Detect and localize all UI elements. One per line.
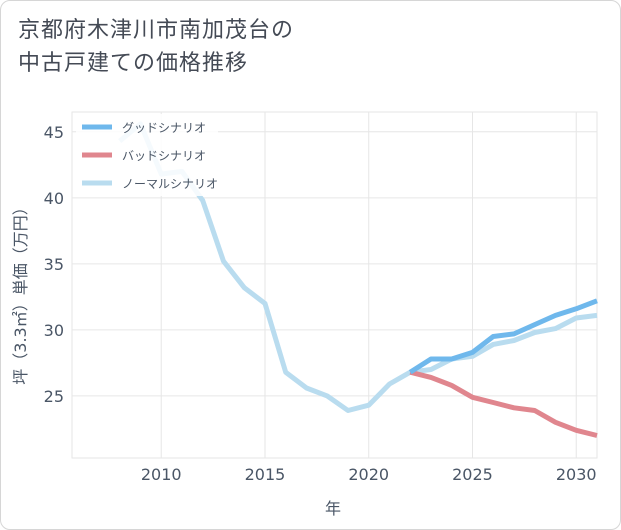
x-axis-label: 年 xyxy=(325,499,341,518)
grid xyxy=(71,111,598,459)
x-tick-label: 2030 xyxy=(556,465,597,484)
x-tick-label: 2015 xyxy=(245,465,286,484)
x-tick-label: 2020 xyxy=(348,465,389,484)
series-line-1 xyxy=(409,369,598,438)
y-tick-label: 35 xyxy=(44,255,64,274)
y-tick-label: 25 xyxy=(44,387,64,406)
x-axis-ticks: 2010 2015 2020 2025 2030 xyxy=(141,465,597,484)
x-tick-label: 2010 xyxy=(141,465,182,484)
series-line-0 xyxy=(408,298,598,375)
y-tick-label: 40 xyxy=(44,189,64,208)
legend-label: バッドシナリオ xyxy=(122,149,206,163)
legend-label: グッドシナリオ xyxy=(122,121,206,135)
y-axis-label: 坪（3.3㎡）単価（万円） xyxy=(11,199,30,384)
chart-title: 京都府木津川市南加茂台の 中古戸建ての価格推移 xyxy=(18,14,294,80)
y-tick-label: 30 xyxy=(44,321,64,340)
y-tick-label: 45 xyxy=(44,123,64,142)
plot-area xyxy=(71,111,598,459)
chart-title-line-1: 京都府木津川市南加茂台の xyxy=(18,18,295,43)
legend-label: ノーマルシナリオ xyxy=(122,177,218,191)
chart-title-line-2: 中古戸建ての価格推移 xyxy=(18,51,249,76)
x-tick-label: 2025 xyxy=(452,465,493,484)
y-axis-ticks: 25 30 35 40 45 xyxy=(44,123,64,406)
